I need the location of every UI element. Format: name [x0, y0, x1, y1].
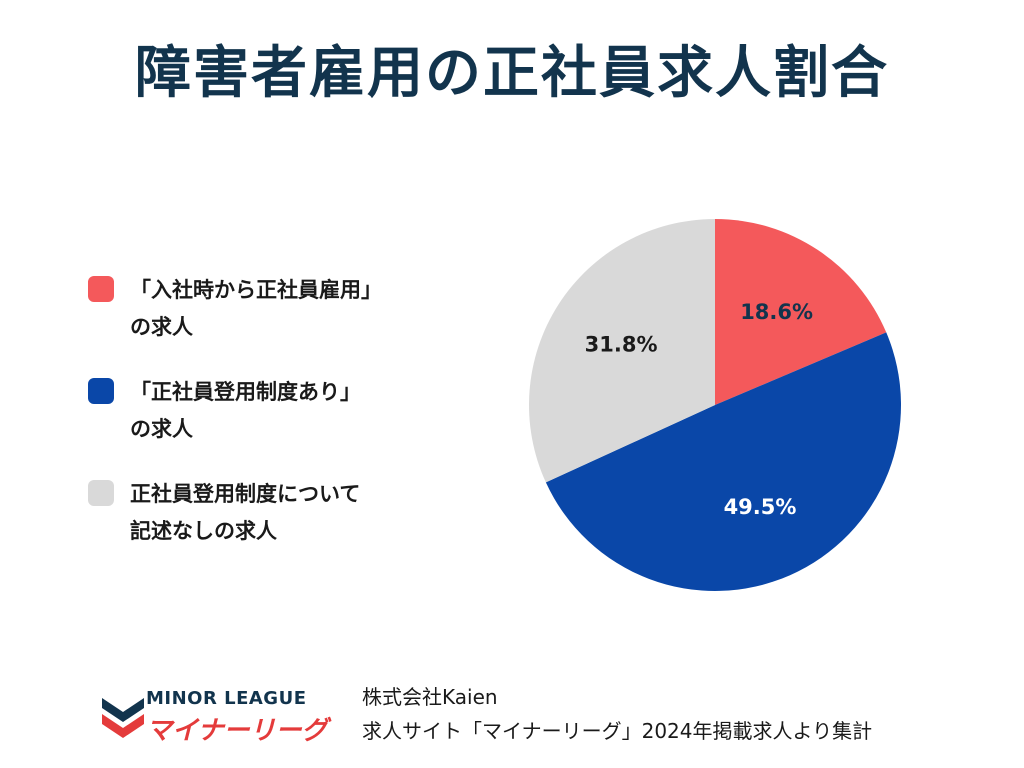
legend-item-no-description: 正社員登用制度について 記述なしの求人 [88, 476, 360, 550]
legend-swatch-blue [88, 378, 114, 404]
source-note: 株式会社Kaien 求人サイト「マイナーリーグ」2024年掲載求人より集計 [362, 680, 872, 748]
chart-title: 障害者雇用の正社員求人割合 [135, 41, 889, 106]
legend-label: 正社員登用制度について 記述なしの求人 [130, 482, 361, 543]
pie-data-label: 18.6% [740, 300, 813, 324]
source-company: 株式会社Kaien [362, 685, 498, 709]
pie-slice-no-description [529, 219, 715, 483]
logo-mark-icon [102, 698, 144, 738]
pie-slice-fulltime-from-start [715, 219, 887, 405]
logo-text-ja: マイナーリーグ [146, 716, 328, 746]
logo-text-en: MINOR LEAGUE [146, 688, 307, 709]
legend-label: 「正社員登用制度あり」 の求人 [130, 380, 361, 441]
minor-league-logo: MINOR LEAGUE マイナーリーグ [102, 686, 327, 746]
legend-item-fulltime-from-start: 「入社時から正社員雇用」 の求人 [88, 272, 382, 346]
legend-swatch-red [88, 276, 114, 302]
legend-item-promotion-system: 「正社員登用制度あり」 の求人 [88, 374, 361, 448]
pie-data-label: 49.5% [724, 495, 797, 519]
pie-chart: 18.6% 49.5% 31.8% [529, 219, 901, 592]
pie-slice-promotion-system [545, 332, 901, 592]
legend-swatch-gray [88, 480, 114, 506]
pie-data-label: 31.8% [585, 333, 658, 357]
legend-label: 「入社時から正社員雇用」 の求人 [130, 278, 382, 339]
source-description: 求人サイト「マイナーリーグ」2024年掲載求人より集計 [362, 719, 873, 743]
